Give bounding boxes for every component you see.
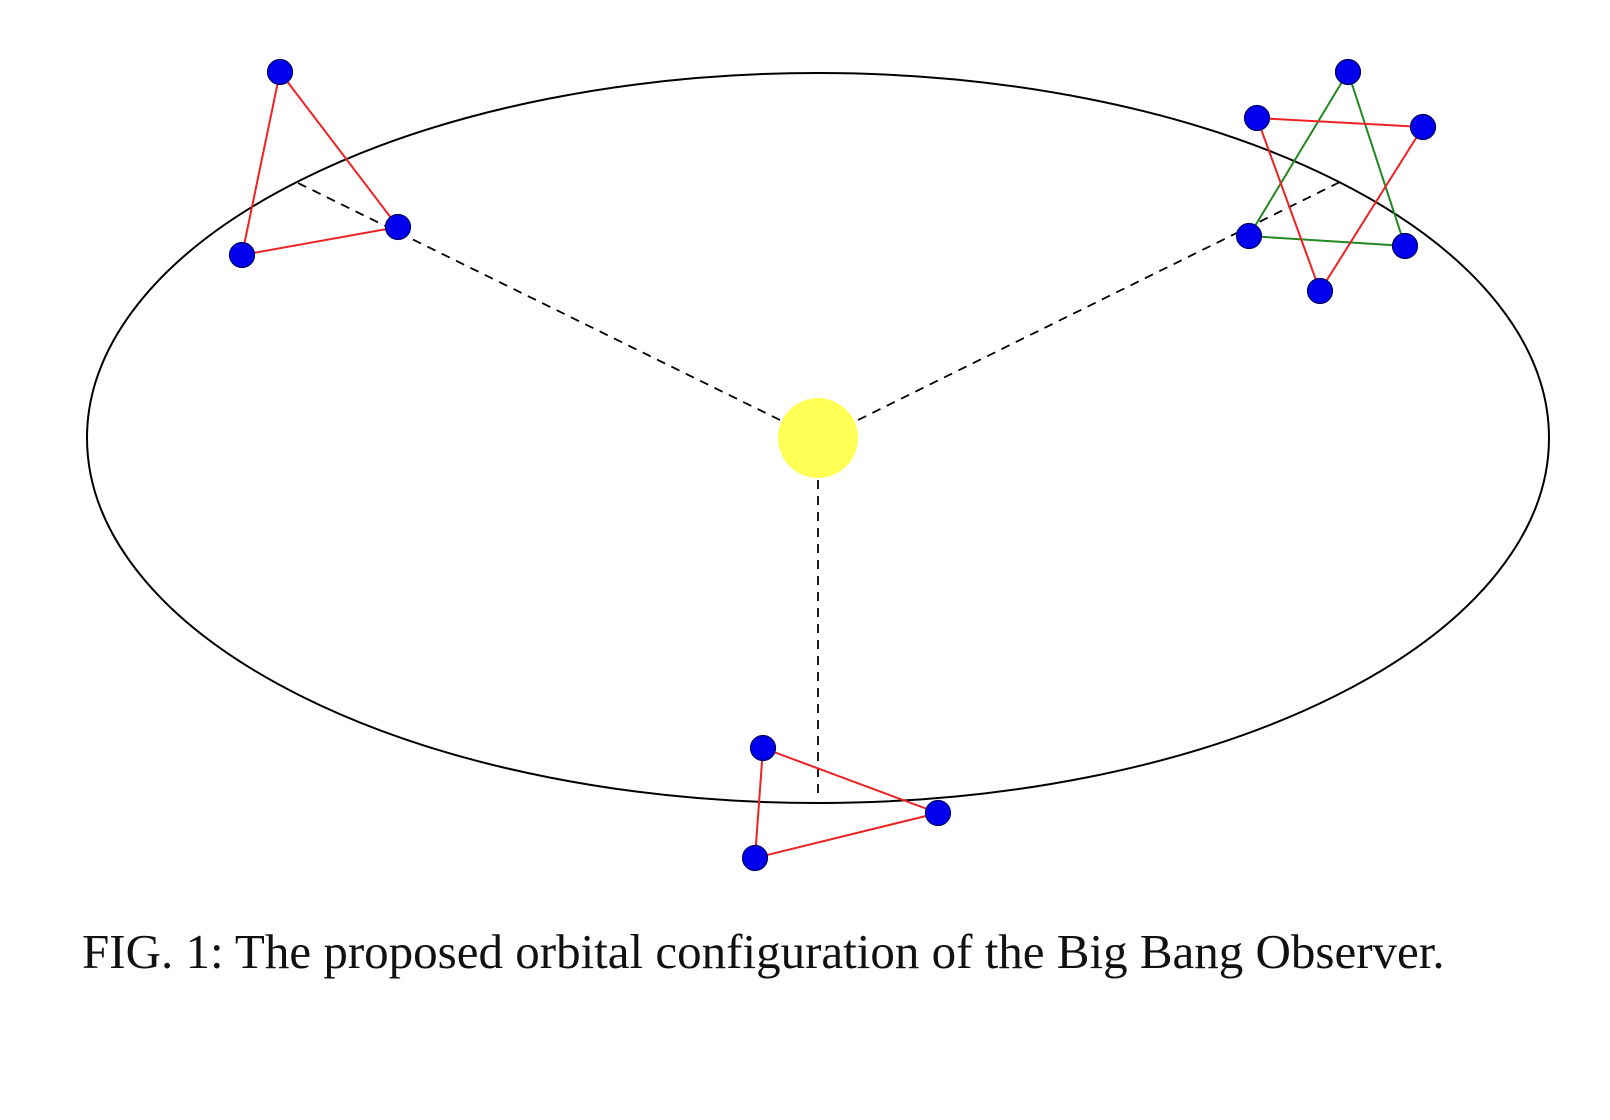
orbit-ellipse — [86, 72, 1550, 804]
spacecraft-icon — [741, 844, 769, 872]
spacecraft-icon — [924, 799, 952, 827]
right-green-triangle — [1247, 69, 1407, 248]
right-red-triangle — [1255, 116, 1425, 294]
spacecraft-icon — [1409, 113, 1437, 141]
spacecraft-icon — [1391, 232, 1419, 260]
spacecraft-icon — [1235, 222, 1263, 250]
bottom-red-triangle — [753, 746, 942, 860]
spacecraft-icon — [749, 734, 777, 762]
spacecraft-icon — [266, 58, 294, 86]
spacecraft-icon — [1306, 277, 1334, 305]
figure-caption: FIG. 1: The proposed orbital configurati… — [82, 924, 1445, 979]
sun-icon — [778, 398, 858, 478]
spacecraft-icon — [228, 241, 256, 269]
guide-line-left — [297, 182, 781, 421]
spacecraft-icon — [1243, 104, 1271, 132]
left-constellation — [228, 58, 412, 269]
guide-line-right — [857, 181, 1341, 421]
left-red-triangle — [240, 69, 400, 257]
bottom-constellation — [741, 734, 952, 872]
orbital-configuration-diagram — [86, 58, 1550, 872]
spacecraft-icon — [1334, 58, 1362, 86]
right-constellation — [1235, 58, 1437, 305]
spacecraft-icon — [384, 213, 412, 241]
